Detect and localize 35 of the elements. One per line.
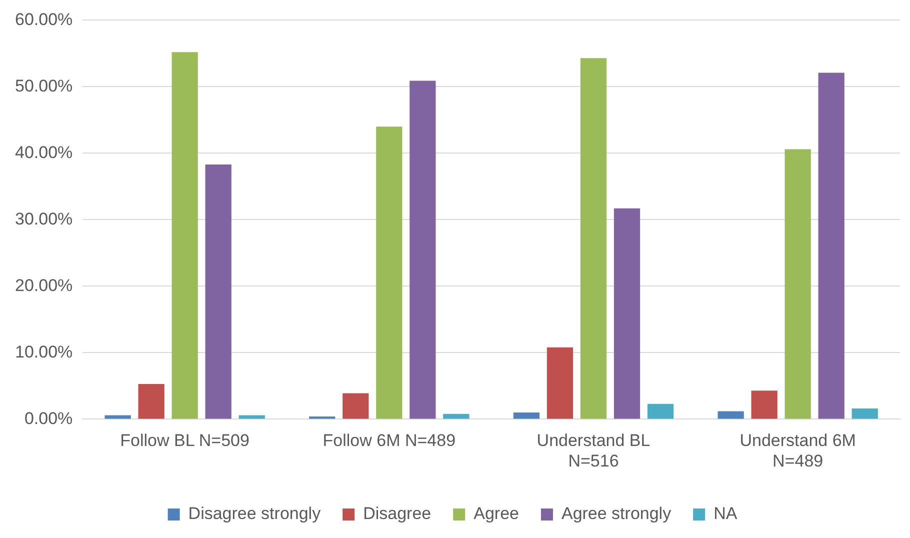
legend-label: Agree strongly [561, 504, 672, 524]
bar [410, 80, 436, 419]
y-tick-label: 10.00% [14, 342, 73, 362]
x-tick-label: Follow 6M N=489 [322, 431, 456, 450]
bar [647, 404, 674, 419]
bar [852, 408, 878, 419]
bar [238, 415, 265, 419]
legend-label: Disagree strongly [188, 504, 322, 524]
x-tick-label: Follow BL N=509 [120, 431, 250, 450]
y-tick-label: 60.00% [14, 10, 73, 29]
y-tick-label: 20.00% [14, 276, 73, 295]
legend-label: Disagree [363, 504, 432, 524]
legend-label: NA [714, 504, 738, 524]
bar [513, 412, 540, 419]
bar [376, 126, 402, 419]
bar [580, 58, 607, 419]
y-tick-label: 40.00% [14, 142, 73, 162]
bar [138, 384, 164, 419]
y-tick-label: 50.00% [14, 76, 73, 96]
bar [172, 52, 198, 419]
bar [342, 393, 369, 419]
bar [718, 411, 744, 419]
bar [205, 164, 232, 419]
y-tick-label: 30.00% [14, 209, 73, 228]
bar [751, 390, 778, 419]
bar [784, 149, 811, 419]
bar [614, 208, 640, 419]
bar [104, 415, 131, 419]
bar [443, 414, 470, 419]
legend-label: Agree [474, 504, 519, 524]
y-tick-label: 0.00% [24, 408, 73, 428]
bar [546, 347, 574, 419]
bar [818, 72, 844, 419]
x-tick-label: Understand BL N=516 [536, 431, 650, 470]
x-tick-label: Understand 6M N=489 [740, 431, 856, 470]
